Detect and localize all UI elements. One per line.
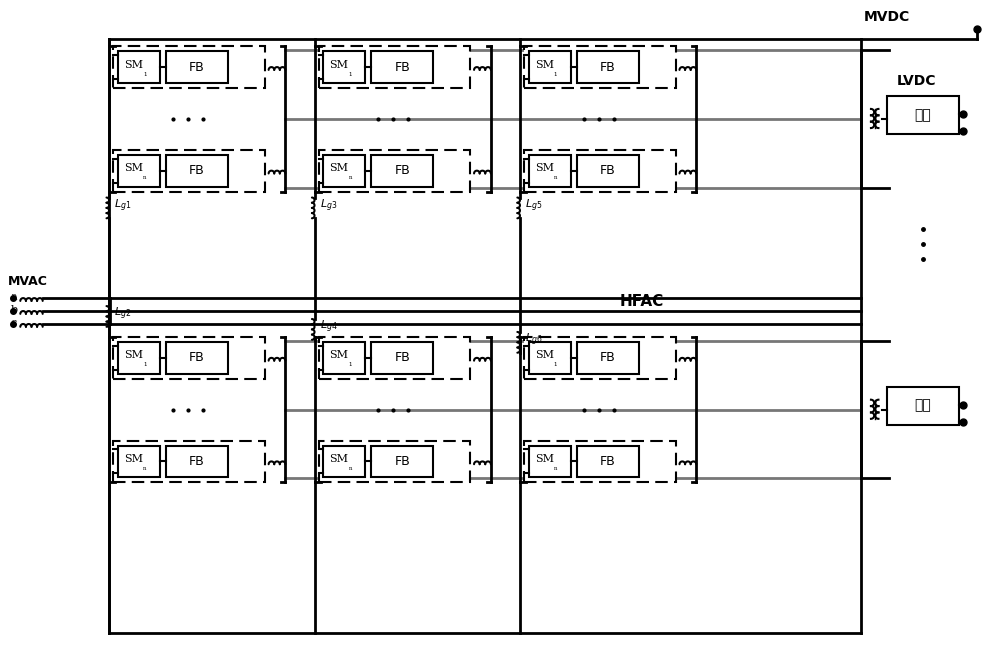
Text: $L_{g2}$: $L_{g2}$ — [114, 306, 131, 322]
Text: FB: FB — [394, 455, 410, 468]
Text: ₙ: ₙ — [348, 172, 352, 181]
Text: SM: SM — [124, 350, 143, 360]
Text: SM: SM — [329, 60, 348, 70]
Bar — [529, 445, 571, 478]
Bar — [319, 46, 470, 88]
Text: ₁: ₁ — [348, 69, 352, 77]
Text: ₙ: ₙ — [554, 463, 558, 472]
Bar — [118, 155, 160, 186]
Bar — [166, 342, 228, 374]
Bar — [577, 445, 639, 478]
Bar — [529, 155, 571, 186]
Text: SM: SM — [124, 60, 143, 70]
Bar — [118, 51, 160, 83]
Bar — [524, 46, 676, 88]
Text: SM: SM — [535, 454, 554, 464]
Text: $L_{g5}$: $L_{g5}$ — [525, 197, 542, 214]
Text: ₁: ₁ — [554, 359, 557, 369]
Text: FB: FB — [189, 455, 205, 468]
Bar — [118, 445, 160, 478]
Text: a: a — [10, 292, 17, 302]
Text: $L_{g4}$: $L_{g4}$ — [320, 319, 337, 335]
Bar — [323, 51, 365, 83]
Text: 同步: 同步 — [914, 108, 931, 122]
Text: $L_{g6}$: $L_{g6}$ — [525, 332, 542, 348]
Text: MVDC: MVDC — [864, 10, 910, 24]
Text: FB: FB — [189, 164, 205, 177]
Text: SM: SM — [329, 163, 348, 173]
Bar — [166, 155, 228, 186]
Bar — [887, 96, 959, 134]
Text: ₙ: ₙ — [143, 172, 147, 181]
Text: HFAC: HFAC — [620, 294, 664, 308]
Text: SM: SM — [535, 163, 554, 173]
Bar — [371, 342, 433, 374]
Bar — [529, 51, 571, 83]
Text: FB: FB — [394, 60, 410, 73]
Bar — [319, 150, 470, 192]
Text: ₙ: ₙ — [554, 172, 558, 181]
Text: ₁: ₁ — [143, 69, 146, 77]
Bar — [113, 441, 265, 482]
Text: 移相: 移相 — [914, 399, 931, 413]
Bar — [166, 51, 228, 83]
Text: SM: SM — [124, 163, 143, 173]
Bar — [118, 342, 160, 374]
Bar — [319, 441, 470, 482]
Text: SM: SM — [329, 454, 348, 464]
Text: SM: SM — [124, 454, 143, 464]
Bar — [524, 441, 676, 482]
Bar — [577, 342, 639, 374]
Bar — [113, 150, 265, 192]
Bar — [371, 155, 433, 186]
Text: FB: FB — [600, 352, 616, 364]
Bar — [323, 342, 365, 374]
Text: FB: FB — [600, 455, 616, 468]
Text: ₁: ₁ — [348, 359, 352, 369]
Text: $L_{g1}$: $L_{g1}$ — [114, 197, 131, 214]
Text: FB: FB — [394, 352, 410, 364]
Bar — [323, 155, 365, 186]
Bar — [166, 445, 228, 478]
Text: LVDC: LVDC — [897, 74, 936, 88]
Text: FB: FB — [189, 60, 205, 73]
Text: FB: FB — [189, 352, 205, 364]
Bar — [524, 150, 676, 192]
Text: b: b — [10, 305, 17, 315]
Text: SM: SM — [329, 350, 348, 360]
Bar — [371, 51, 433, 83]
Bar — [577, 51, 639, 83]
Text: SM: SM — [535, 60, 554, 70]
Text: ₙ: ₙ — [348, 463, 352, 472]
Bar — [524, 337, 676, 379]
Text: ₁: ₁ — [554, 69, 557, 77]
Bar — [113, 337, 265, 379]
Bar — [371, 445, 433, 478]
Text: c: c — [10, 318, 17, 328]
Bar — [529, 342, 571, 374]
Bar — [323, 445, 365, 478]
Bar — [577, 155, 639, 186]
Text: MVAC: MVAC — [8, 275, 48, 288]
Text: SM: SM — [535, 350, 554, 360]
Text: ₁: ₁ — [143, 359, 146, 369]
Bar — [887, 387, 959, 424]
Text: $L_{g3}$: $L_{g3}$ — [320, 197, 337, 214]
Text: FB: FB — [394, 164, 410, 177]
Text: FB: FB — [600, 60, 616, 73]
Text: FB: FB — [600, 164, 616, 177]
Text: ₙ: ₙ — [143, 463, 147, 472]
Bar — [319, 337, 470, 379]
Bar — [113, 46, 265, 88]
